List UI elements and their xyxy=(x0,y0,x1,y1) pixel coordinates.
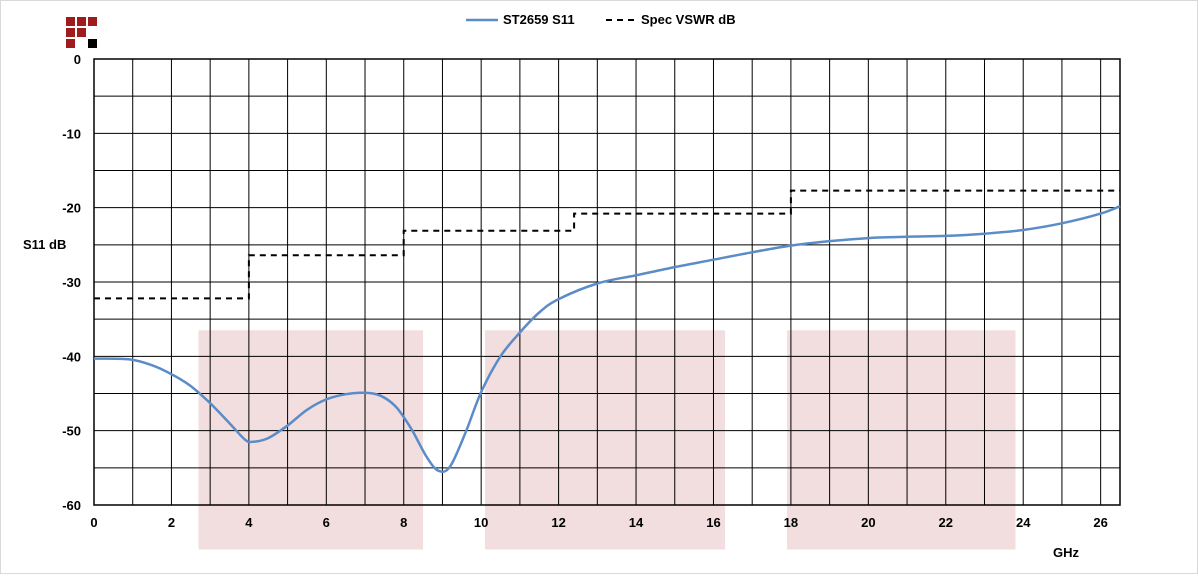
x-tick-label: 12 xyxy=(551,515,565,530)
series-line-st2659-s11 xyxy=(93,205,1121,473)
x-tick-label: 8 xyxy=(400,515,407,530)
highlight-band-2 xyxy=(485,330,726,550)
logo-square xyxy=(66,39,75,48)
highlight-bands xyxy=(198,330,1016,550)
y-tick-label: 0 xyxy=(74,52,81,67)
chart-legend: ST2659 S11 Spec VSWR dB xyxy=(466,12,736,27)
x-tick-label: 6 xyxy=(323,515,330,530)
logo-square xyxy=(66,28,75,37)
legend-label-s11: ST2659 S11 xyxy=(503,12,575,27)
x-tick-label: 10 xyxy=(474,515,488,530)
x-tick-label: 24 xyxy=(1016,515,1031,530)
x-tick-label: 20 xyxy=(861,515,875,530)
x-tick-label: 18 xyxy=(784,515,798,530)
y-tick-label: -40 xyxy=(62,349,81,364)
highlight-band-1 xyxy=(198,330,424,550)
logo-square xyxy=(77,17,86,26)
x-tick-label: 14 xyxy=(629,515,644,530)
x-tick-labels: 0 2 4 6 8 10 12 14 16 18 20 22 24 26 xyxy=(90,515,1107,530)
x-tick-label: 4 xyxy=(245,515,253,530)
plot-border xyxy=(93,58,1121,506)
series-line-spec-vswr xyxy=(94,189,1120,300)
highlight-band-3 xyxy=(787,330,1016,550)
x-tick-label: 22 xyxy=(939,515,953,530)
series-layer xyxy=(93,189,1121,473)
chart-grid xyxy=(93,58,1121,506)
y-tick-label: -10 xyxy=(62,126,81,141)
legend-label-spec: Spec VSWR dB xyxy=(641,12,736,27)
logo-square xyxy=(88,39,97,48)
x-tick-label: 26 xyxy=(1093,515,1107,530)
x-tick-label: 2 xyxy=(168,515,175,530)
y-tick-label: -30 xyxy=(62,275,81,290)
logo-square xyxy=(88,17,97,26)
company-logo xyxy=(66,17,97,48)
y-tick-labels: 0 -10 -20 -30 -40 -50 -60 xyxy=(62,52,81,513)
x-axis-label: GHz xyxy=(1053,545,1080,560)
y-tick-label: -60 xyxy=(62,498,81,513)
x-tick-label: 16 xyxy=(706,515,720,530)
logo-square xyxy=(66,17,75,26)
logo-square xyxy=(77,28,86,37)
x-tick-label: 0 xyxy=(90,515,97,530)
y-tick-label: -50 xyxy=(62,424,81,439)
y-tick-label: -20 xyxy=(62,201,81,216)
y-axis-label: S11 dB xyxy=(23,237,66,252)
